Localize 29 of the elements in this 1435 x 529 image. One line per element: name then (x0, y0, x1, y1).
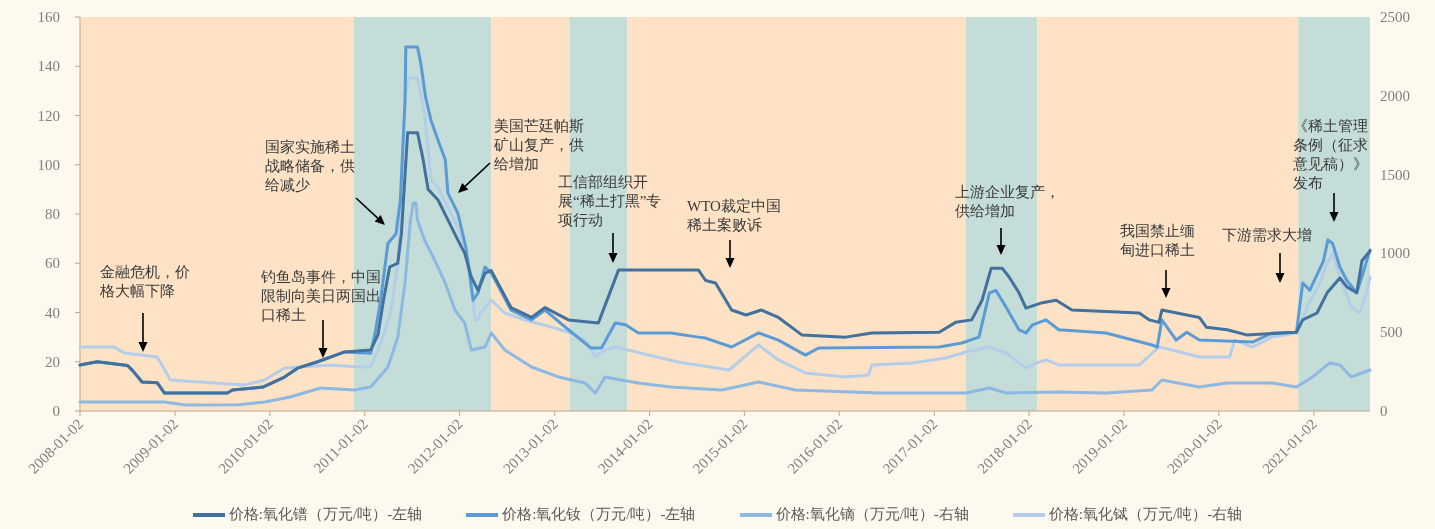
y-tick-label: 0 (52, 403, 60, 419)
annotation: 工信部组织开展“稀土打黑”专项行动 (558, 173, 663, 230)
y-tick-label: 160 (37, 9, 60, 25)
y2-tick-label: 0 (1380, 403, 1388, 419)
annotation: 国家实施稀土战略储备，供给减少 (265, 138, 356, 195)
y-tick-label: 100 (37, 156, 60, 173)
y-tick-label: 140 (37, 58, 60, 75)
annotation: 美国芒廷帕斯矿山复产，供给增加 (494, 117, 585, 174)
annotation: 下游需求大增 (1222, 226, 1313, 245)
y2-tick-label: 500 (1380, 324, 1403, 341)
annotation: 钓鱼岛事件，中国限制向美日两国出口稀土 (261, 268, 382, 325)
y2-tick-label: 2000 (1380, 87, 1410, 104)
y-tick-label: 80 (45, 206, 60, 222)
y-tick-label: 20 (45, 353, 60, 370)
y2-tick-label: 2500 (1380, 9, 1410, 25)
annotation: 金融危机，价格大幅下降 (100, 263, 191, 301)
annotation: 《稀土管理条例（征求意见稿）》发布 (1293, 117, 1369, 193)
legend-label: 价格:氧化钕（万元/吨）-左轴 (502, 505, 696, 524)
annotation: 上游企业复产，供给增加 (955, 183, 1061, 221)
y-tick-label: 40 (45, 304, 60, 321)
y2-tick-label: 1000 (1380, 245, 1410, 262)
annotation: 我国禁止缅甸进口稀土 (1120, 222, 1196, 260)
legend-label: 价格:氧化镨（万元/吨）-左轴 (228, 505, 423, 524)
annotation: WTO裁定中国稀土案败诉 (687, 197, 782, 235)
y-tick-label: 60 (45, 255, 60, 272)
legend-label: 价格:氧化镝（万元/吨）-右轴 (775, 505, 969, 524)
legend-label: 价格:氧化铽（万元/吨）-右轴 (1048, 505, 1243, 524)
y-tick-label: 120 (37, 107, 60, 124)
y2-tick-label: 1500 (1380, 166, 1410, 183)
